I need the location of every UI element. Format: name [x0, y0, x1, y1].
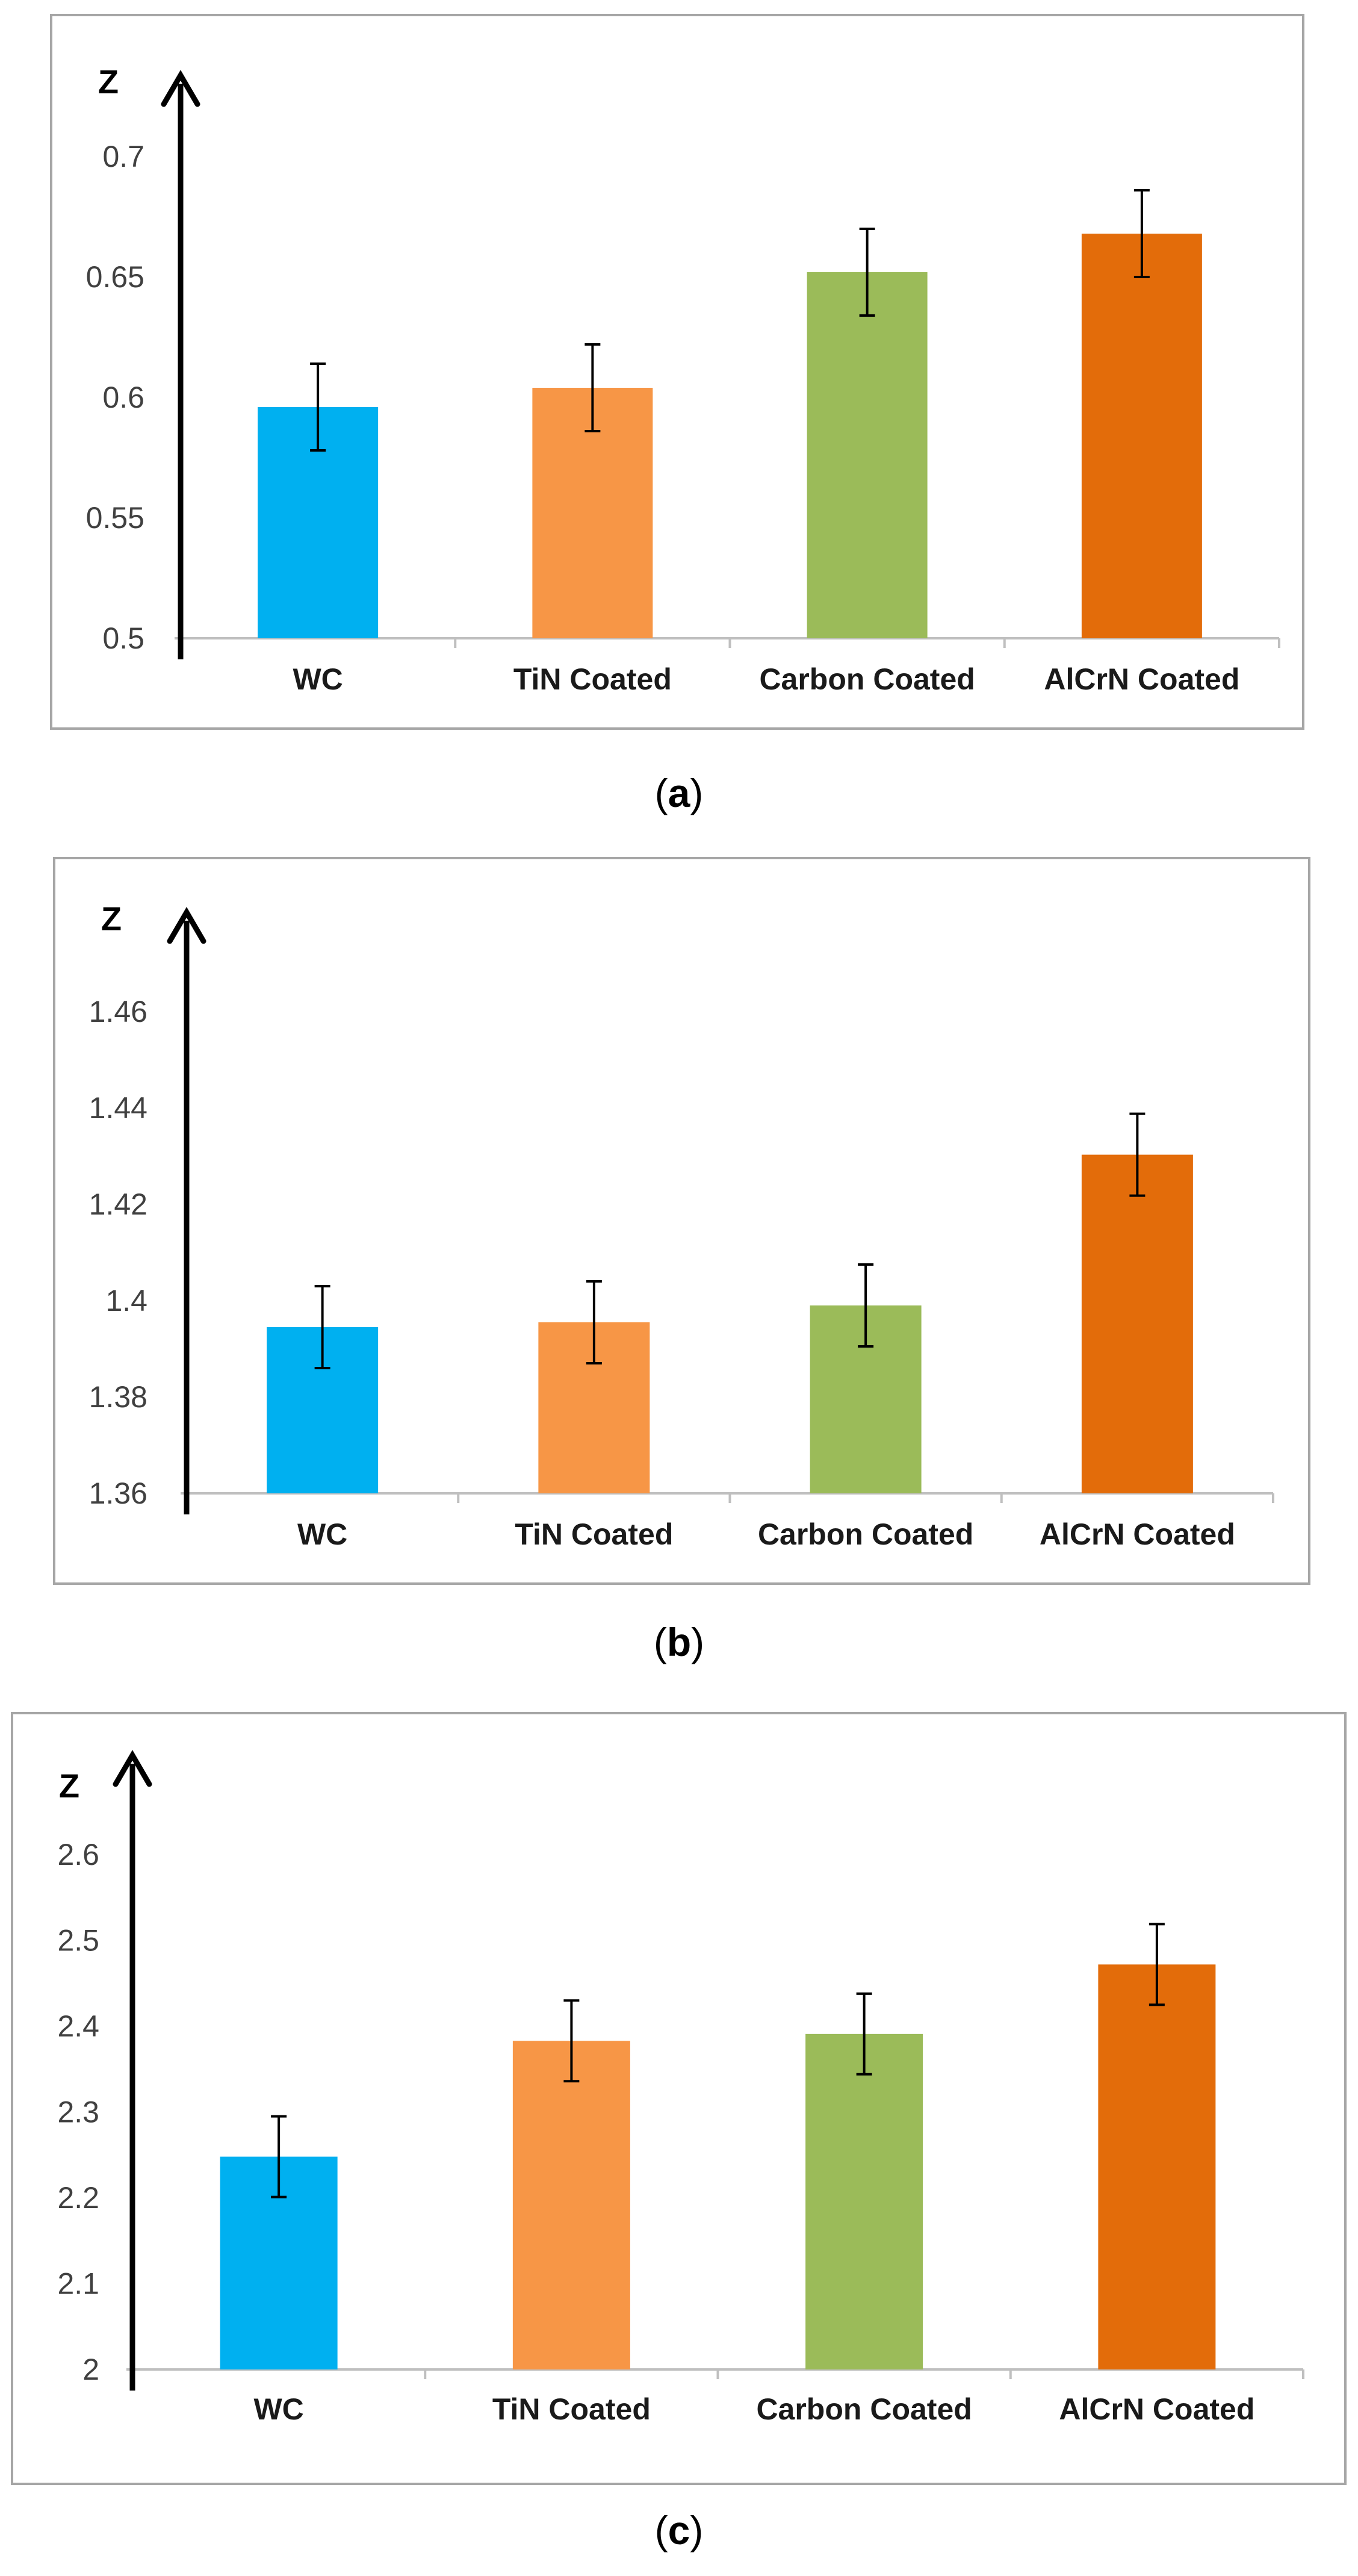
y-tick-label: 0.7: [102, 140, 144, 173]
figure-panels: 0.5 0.55 0.6 0.65 0.7 WC TiN Coated Carbon Coat…: [11, 14, 1347, 2553]
caption-letter: b: [667, 1620, 691, 1664]
x-category-label: TiN Coated: [492, 2392, 651, 2426]
error-bar: [1129, 1112, 1146, 1197]
y-tick-label: 2.1: [57, 2267, 99, 2301]
x-category-label: Carbon Coated: [756, 2392, 972, 2426]
x-category-label: TiN Coated: [515, 1517, 673, 1551]
x-category-label: TiN Coated: [513, 662, 672, 696]
y-axis-arrow-head: [167, 907, 206, 944]
y-tick-label: 0.5: [102, 621, 144, 655]
error-bar: [859, 228, 875, 317]
x-category-label: Carbon Coated: [759, 662, 975, 696]
chart-panel-b: 1.36 1.38 1.4 1.42 1.44 1.46 WC TiN Coated Carbo…: [53, 857, 1310, 1664]
bar-alcrn-coated: [1081, 234, 1202, 638]
y-tick-label: 1.42: [89, 1187, 147, 1221]
error-bar: [856, 1992, 872, 2076]
chart-panel-a: 0.5 0.55 0.6 0.65 0.7 WC TiN Coated Carbon Coat…: [50, 14, 1304, 815]
caption-close-paren: ): [691, 1620, 704, 1664]
y-tick-label: 0.6: [102, 381, 144, 414]
error-bar: [271, 2115, 287, 2198]
y-tick-label: 2.4: [57, 2009, 99, 2043]
y-tick-label: 1.4: [105, 1284, 147, 1318]
bar-carbon-coated: [805, 2033, 923, 2369]
x-category-label: AlCrN Coated: [1059, 2392, 1254, 2426]
panel-caption: (a): [655, 771, 704, 815]
y-tick-label: 0.65: [86, 260, 144, 294]
error-bar: [1149, 1923, 1165, 2006]
x-category-label: WC: [297, 1517, 347, 1551]
caption-open-paren: (: [655, 2508, 668, 2553]
caption-open-paren: (: [654, 1620, 667, 1664]
error-bar: [858, 1263, 874, 1348]
bar-carbon-coated: [807, 272, 928, 638]
error-bar: [314, 1285, 330, 1369]
y-axis-label: Z: [101, 900, 122, 938]
error-bar: [310, 362, 326, 452]
y-tick-label: 0.55: [86, 501, 144, 535]
caption-letter: c: [668, 2508, 690, 2553]
x-category-label: AlCrN Coated: [1044, 662, 1239, 696]
y-axis-label: Z: [98, 63, 119, 101]
x-category-label: WC: [253, 2392, 303, 2426]
caption-close-paren: ): [690, 2508, 703, 2553]
x-category-label: Carbon Coated: [758, 1517, 973, 1551]
x-category-label: AlCrN Coated: [1040, 1517, 1235, 1551]
y-tick-label: 1.38: [89, 1380, 147, 1414]
caption-letter: a: [668, 771, 691, 815]
caption-open-paren: (: [655, 771, 668, 815]
y-tick-label: 2.6: [57, 1838, 99, 1871]
bar-alcrn-coated: [1098, 1964, 1216, 2369]
y-tick-label: 1.44: [89, 1091, 147, 1125]
chart-panel-c: 2 2.1 2.2 2.3 2.4 2.5 2.6 WC TiN Coated Carbon Co…: [11, 1712, 1347, 2553]
y-tick-label: 1.46: [89, 995, 147, 1028]
y-tick-label: 1.36: [89, 1476, 147, 1510]
y-tick-label: 2.2: [57, 2181, 99, 2215]
bar-tin-coated: [512, 2041, 630, 2369]
y-axis-arrow-head: [113, 1750, 152, 1787]
panel-caption: (c): [655, 2508, 704, 2553]
y-axis-label: Z: [59, 1767, 79, 1805]
y-tick-label: 2.5: [57, 1924, 99, 1958]
y-axis-arrow-head: [161, 70, 200, 107]
error-bar: [1133, 189, 1150, 278]
x-category-label: WC: [293, 662, 343, 696]
y-tick-label: 2: [82, 2353, 99, 2386]
error-bar: [563, 1999, 580, 2083]
error-bar: [586, 1280, 602, 1364]
caption-close-paren: ): [690, 771, 703, 815]
panel-caption: (b): [654, 1620, 704, 1664]
error-bar: [584, 343, 601, 432]
y-tick-label: 2.3: [57, 2095, 99, 2129]
bar-alcrn-coated: [1081, 1154, 1193, 1493]
